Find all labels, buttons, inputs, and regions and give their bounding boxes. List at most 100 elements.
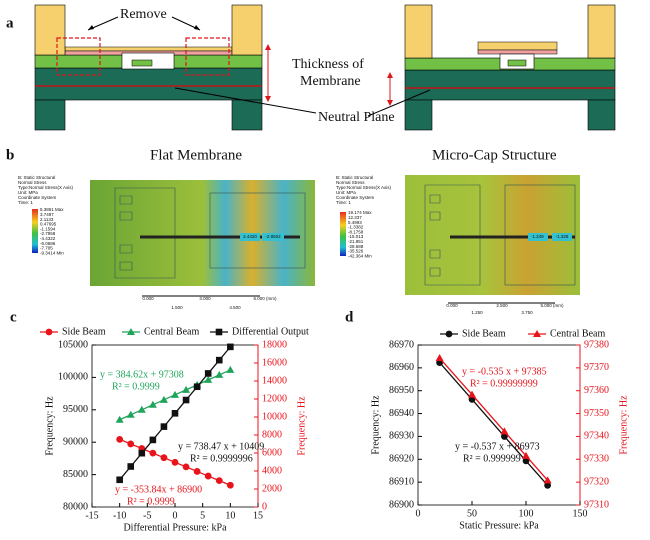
diagram-right [404, 4, 616, 131]
marker [445, 330, 453, 338]
scale-label: 3.000 [199, 296, 211, 301]
marker [115, 415, 124, 423]
scale-label: 5.000 (mm) [540, 303, 564, 308]
marker [522, 457, 530, 465]
annotation: R² = 0.9999 [112, 381, 160, 392]
y-tick-label: 86940 [389, 408, 414, 419]
panel-label: c [10, 309, 17, 325]
marker [468, 396, 476, 403]
y-tick-label: 86970 [389, 339, 414, 350]
y-tick-label: 105000 [58, 339, 88, 350]
x-tick-label: -5 [143, 510, 151, 521]
legend-header: Time: 1 [336, 200, 351, 205]
x-tick-label: 0 [173, 510, 178, 521]
marker [182, 463, 190, 471]
marker [160, 423, 168, 430]
x-tick-label: -10 [113, 510, 126, 521]
scale-label: 6.000 (mm) [253, 296, 277, 301]
x-tick-label: 5 [200, 510, 205, 521]
marker [544, 481, 551, 489]
marker [159, 395, 168, 403]
legend-value: -15.013 [348, 234, 364, 239]
y2-tick-label: 8000 [262, 429, 282, 440]
marker [137, 405, 146, 413]
legend-value: -6.0686 [40, 241, 56, 246]
y-axis-title: Frequency: Hz [370, 395, 381, 455]
scale-label: 2.500 [496, 303, 508, 308]
y-tick-label: 86900 [389, 499, 414, 510]
legend-value: -21.851 [348, 239, 364, 244]
legend-label: Central Beam [550, 328, 605, 339]
y2-tick-label: 97340 [584, 431, 609, 442]
scale-label: 0.000 [142, 296, 154, 301]
y2-tick-label: 4000 [262, 465, 282, 476]
marker [226, 365, 235, 373]
x-axis-title: Differential Pressure: kPa [123, 522, 227, 533]
panel-label: b [6, 147, 14, 163]
marker [116, 435, 124, 443]
legend-label: Central Beam [144, 326, 199, 337]
y-tick-label: 86960 [389, 362, 414, 373]
marker [193, 468, 201, 475]
x-tick-label: 150 [573, 508, 588, 519]
legend-value: -1.3382 [348, 225, 364, 230]
x-tick-label: 50 [467, 508, 477, 519]
diagram-left [34, 4, 263, 131]
marker [204, 472, 212, 480]
x-tick-label: 0 [416, 508, 421, 519]
y-tick-label: 86920 [389, 454, 414, 465]
scale-label: 0.000 [446, 303, 458, 308]
marker [149, 449, 157, 457]
annotation: R² = 0.99999999 [470, 378, 538, 389]
marker [127, 463, 135, 470]
legend-value: 5.4993 [348, 220, 362, 225]
annotation: R² = 0.999999 [463, 453, 521, 464]
legend-header: Type:Normal Stress(X Axis) [336, 185, 392, 190]
marker [226, 481, 234, 489]
y2-tick-label: 97330 [584, 454, 609, 465]
marker [160, 454, 168, 462]
marker [533, 330, 541, 337]
marker [435, 354, 444, 362]
annotation: R² = 0.9999996 [190, 453, 253, 464]
legend-value: 19.174 Max [348, 210, 372, 215]
y2-tick-label: 12000 [262, 393, 287, 404]
y2-tick-label: 16000 [262, 357, 287, 368]
marker [204, 370, 212, 377]
panel-label: a [6, 15, 14, 31]
legend-value: 5.3861 Max [40, 207, 64, 212]
marker [138, 449, 146, 457]
legend-value: -7.705 [40, 246, 53, 251]
marker [543, 476, 552, 484]
legend-value: -8.1758 [348, 229, 364, 234]
sim-left [32, 180, 315, 297]
y2-axis-title: Frequency: Hz [296, 396, 307, 456]
y2-tick-label: 97350 [584, 408, 609, 419]
scale-label: 1.249 [532, 234, 544, 239]
marker [148, 400, 157, 408]
panel-label: d [345, 309, 354, 325]
scale-label: 4.500 [229, 305, 241, 310]
marker [126, 410, 135, 418]
legend-value: -42.364 Min [348, 253, 372, 258]
legend-value: -35.526 [348, 249, 364, 254]
legend-value: -28.688 [348, 244, 364, 249]
y-tick-label: 86910 [389, 476, 414, 487]
marker [149, 436, 157, 444]
legend-value: -9.3414 Min [40, 250, 64, 255]
legend-label: Side Beam [62, 326, 106, 337]
scale-label: 3.750 [521, 310, 533, 315]
legend-value: -1.1594 [40, 226, 56, 231]
y-axis-title: Frequency: Hz [44, 396, 55, 456]
legend-value: -4.4322 [40, 236, 56, 241]
y2-axis-title: Frequency: Hz [618, 395, 629, 455]
marker [227, 343, 234, 351]
legend-value: 2.1133 [40, 217, 54, 222]
y2-tick-label: 2000 [262, 483, 282, 494]
y-tick-label: 80000 [63, 501, 88, 512]
y2-tick-label: 14000 [262, 375, 287, 386]
scale-label: -1.328 [556, 234, 569, 239]
x-tick-label: -15 [85, 510, 98, 521]
